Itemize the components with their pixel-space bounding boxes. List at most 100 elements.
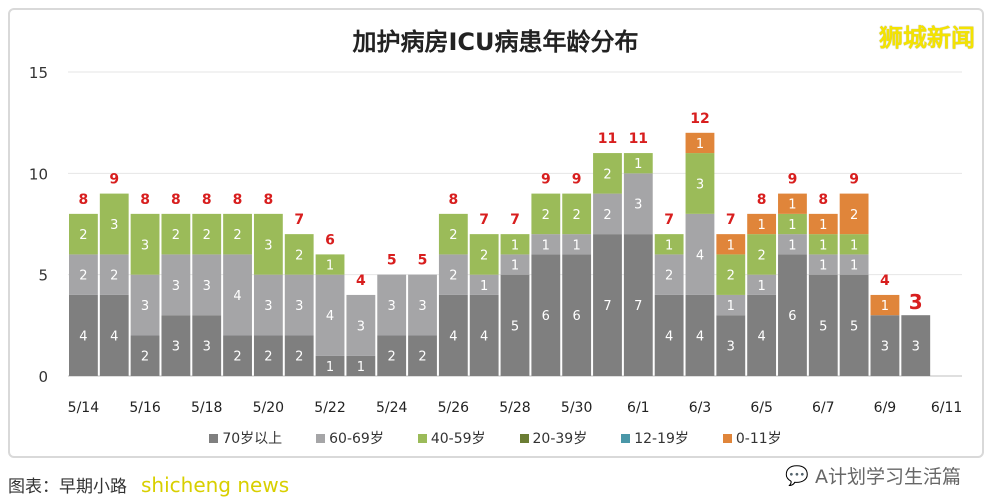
bar-segment bbox=[253, 213, 283, 275]
total-label: 7 bbox=[479, 212, 489, 228]
bar-segment bbox=[839, 234, 869, 255]
bar-segment bbox=[839, 193, 869, 235]
segment-label: 3 bbox=[388, 299, 396, 314]
segment-label: 2 bbox=[449, 269, 457, 284]
wechat-icon: 💬 bbox=[785, 465, 809, 487]
segment-label: 3 bbox=[696, 177, 704, 192]
bar-segment bbox=[747, 294, 777, 376]
legend-swatch bbox=[621, 433, 631, 443]
bar-segment bbox=[901, 315, 931, 376]
bar-segment bbox=[562, 193, 592, 235]
x-tick-label: 5/14 bbox=[68, 400, 100, 416]
bar-segment bbox=[808, 254, 838, 275]
segment-label: 2 bbox=[172, 228, 180, 243]
segment-label: 6 bbox=[542, 309, 550, 324]
bar-segment bbox=[99, 254, 129, 295]
segment-label: 1 bbox=[788, 238, 796, 253]
x-tick-label: 5/26 bbox=[438, 400, 470, 416]
segment-label: 3 bbox=[203, 279, 211, 294]
segment-label: 2 bbox=[480, 248, 488, 263]
segment-label: 1 bbox=[850, 259, 858, 274]
segment-label: 3 bbox=[172, 279, 180, 294]
bar-segment bbox=[408, 274, 437, 336]
legend-swatch bbox=[519, 433, 529, 443]
total-label: 3 bbox=[909, 290, 923, 314]
segment-label: 7 bbox=[634, 299, 642, 314]
bar-segment bbox=[808, 274, 838, 376]
x-tick-label: 6/5 bbox=[750, 400, 773, 416]
bar-segment bbox=[593, 193, 622, 235]
total-label: 8 bbox=[202, 192, 212, 208]
x-tick-label: 5/22 bbox=[314, 400, 345, 416]
legend-item: 70岁以上 bbox=[209, 428, 282, 448]
chart-title: 加护病房ICU病患年龄分布 bbox=[352, 28, 639, 56]
segment-label: 1 bbox=[480, 279, 488, 294]
segment-label: 2 bbox=[233, 350, 241, 365]
total-label: 8 bbox=[233, 192, 243, 208]
total-label: 11 bbox=[598, 131, 617, 147]
segment-label: 2 bbox=[542, 208, 550, 223]
bar-segment bbox=[315, 355, 345, 376]
segment-label: 1 bbox=[326, 360, 334, 375]
segment-label: 3 bbox=[264, 299, 272, 314]
segment-label: 2 bbox=[203, 228, 211, 243]
bar-segment bbox=[315, 274, 345, 356]
bar-segment bbox=[469, 274, 499, 295]
segment-label: 3 bbox=[203, 340, 211, 355]
bar-segment bbox=[778, 193, 807, 214]
segment-label: 1 bbox=[665, 238, 673, 253]
legend-label: 12-19岁 bbox=[634, 431, 689, 447]
bar-segment bbox=[99, 294, 129, 376]
bar-segment bbox=[469, 294, 499, 376]
bar-segment bbox=[685, 153, 715, 214]
bar-segment bbox=[438, 294, 468, 376]
bar-segment bbox=[130, 335, 160, 376]
segment-label: 2 bbox=[233, 228, 241, 243]
wechat-label: A计划学习生活篇 bbox=[815, 466, 961, 488]
segment-label: 1 bbox=[850, 238, 858, 253]
bar-segment bbox=[685, 132, 715, 154]
bar-segment bbox=[315, 254, 345, 275]
segment-label: 5 bbox=[850, 319, 858, 334]
segment-label: 3 bbox=[110, 218, 118, 233]
total-label: 8 bbox=[818, 192, 828, 208]
segment-label: 7 bbox=[603, 299, 611, 314]
total-label: 7 bbox=[294, 212, 304, 228]
y-tick-label: 5 bbox=[38, 267, 48, 285]
bar-segment bbox=[192, 254, 222, 316]
segment-label: 4 bbox=[326, 309, 334, 324]
segment-label: 2 bbox=[418, 350, 426, 365]
bar-segment bbox=[654, 234, 684, 255]
segment-label: 3 bbox=[881, 340, 889, 355]
segment-label: 1 bbox=[727, 238, 735, 253]
segment-label: 4 bbox=[79, 329, 87, 344]
segment-label: 6 bbox=[788, 309, 796, 324]
segment-label: 4 bbox=[696, 248, 704, 263]
bar-segment bbox=[438, 213, 468, 255]
bar-segment bbox=[562, 234, 592, 255]
bar-segment bbox=[377, 335, 407, 376]
bar-segment bbox=[161, 315, 191, 376]
bar-segment bbox=[623, 173, 653, 235]
bar-segment bbox=[500, 254, 530, 275]
segment-label: 1 bbox=[573, 238, 581, 253]
chart-credit: 图表：早期小路 bbox=[8, 477, 127, 497]
bar-segment bbox=[778, 234, 807, 255]
y-tick-label: 10 bbox=[29, 165, 48, 183]
bar-segment bbox=[284, 234, 314, 275]
x-tick-label: 5/28 bbox=[499, 400, 530, 416]
x-tick-label: 6/9 bbox=[874, 400, 897, 416]
total-label: 6 bbox=[325, 232, 335, 248]
bar-segment bbox=[716, 254, 746, 295]
legend-label: 60-69岁 bbox=[329, 431, 384, 447]
bar-segment bbox=[593, 234, 622, 376]
total-label: 7 bbox=[726, 212, 736, 228]
bar-segment bbox=[192, 315, 222, 376]
segment-label: 2 bbox=[295, 248, 303, 263]
segment-label: 5 bbox=[511, 319, 519, 334]
segment-label: 1 bbox=[696, 137, 704, 152]
bar-segment bbox=[408, 335, 437, 376]
total-label: 5 bbox=[418, 253, 428, 269]
segment-label: 6 bbox=[573, 309, 581, 324]
credit-overlay-watermark: shicheng news bbox=[141, 473, 290, 497]
